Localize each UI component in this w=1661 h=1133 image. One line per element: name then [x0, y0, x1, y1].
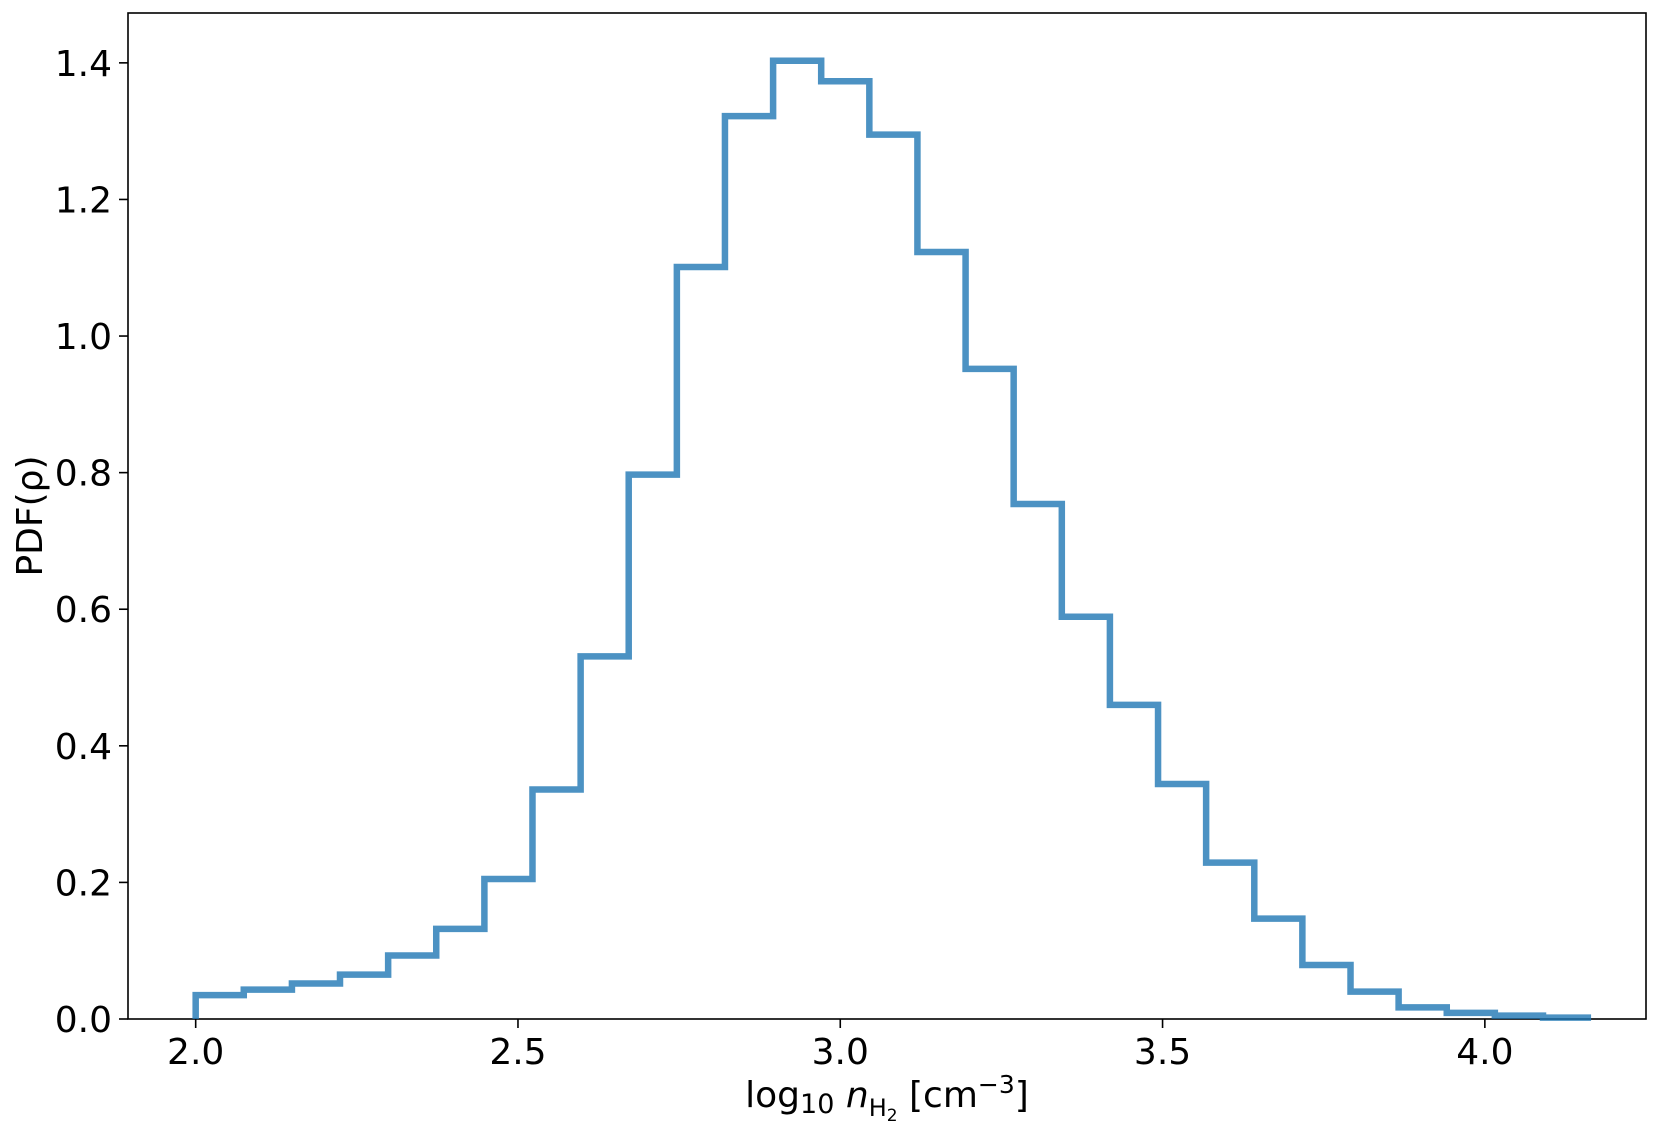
x-tick-label: 3.0 — [812, 1032, 869, 1073]
x-tick-label: 2.0 — [167, 1032, 224, 1073]
axes-frame — [127, 12, 1647, 1020]
x-axis-label: log10 nH2 [cm−3] — [745, 1070, 1029, 1126]
x-tick-label: 2.5 — [489, 1032, 546, 1073]
y-axis-ticks: 0.0 0.2 0.4 0.6 0.8 1.0 1.2 1.4 — [55, 44, 128, 1041]
x-tick-label: 4.0 — [1456, 1032, 1513, 1073]
y-tick-label: 1.2 — [55, 180, 112, 221]
y-tick-label: 0.8 — [55, 454, 112, 495]
y-tick-label: 0.6 — [55, 590, 112, 631]
y-tick-label: 1.0 — [55, 317, 112, 358]
y-tick-label: 1.4 — [55, 44, 112, 85]
y-tick-label: 0.4 — [55, 727, 112, 768]
x-axis-ticks: 2.0 2.5 3.0 3.5 4.0 — [167, 1019, 1513, 1073]
x-tick-label: 3.5 — [1134, 1032, 1191, 1073]
y-tick-label: 0.2 — [55, 863, 112, 904]
histogram-step-line — [192, 57, 1592, 1021]
y-axis-label: PDF(ρ) — [10, 455, 51, 576]
plot-area — [127, 12, 1647, 1021]
y-tick-label: 0.0 — [55, 1000, 112, 1041]
